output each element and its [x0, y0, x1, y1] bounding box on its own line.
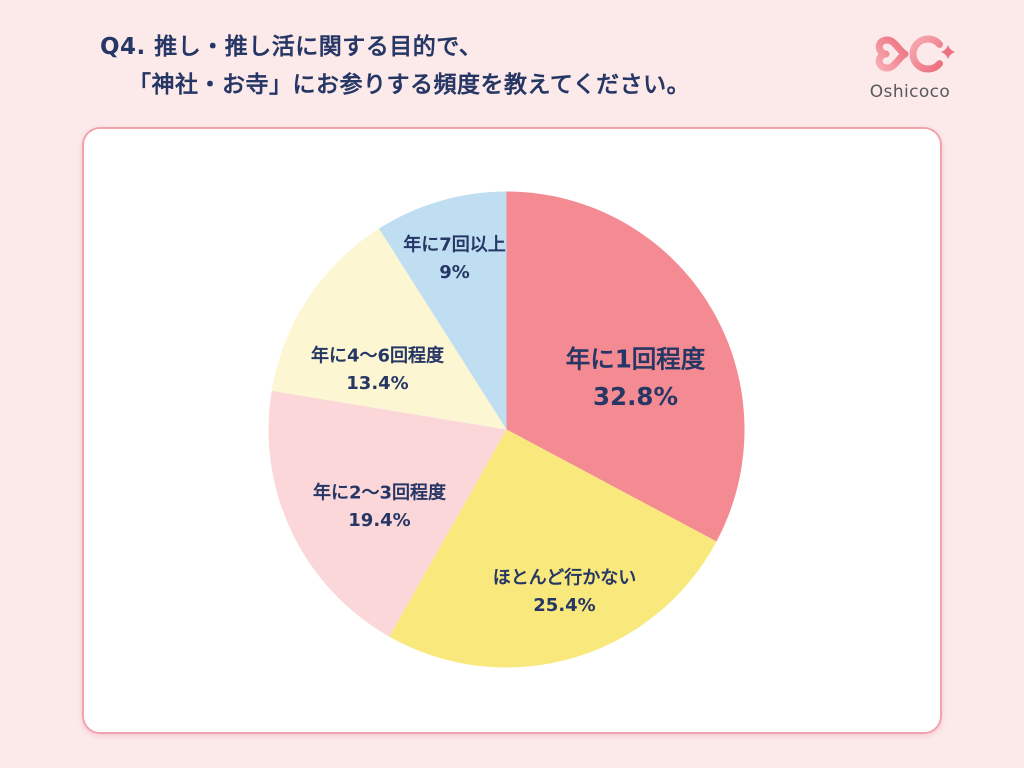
logo-heart-shape — [875, 36, 909, 72]
logo-c-shape — [909, 35, 943, 73]
pie-slice-label-1: ほとんど行かない 25.4% — [493, 566, 636, 615]
pie-slice-label-4: 年に7回以上 9% — [403, 233, 506, 282]
question-title: Q4. 推し・推し活に関する目的で、 「神社・お寺」にお参りする頻度を教えてくだ… — [100, 28, 690, 104]
pie-slice-label-2: 年に2〜3回程度 19.4% — [313, 481, 447, 530]
pie-chart-svg: 年に1回程度 32.8% ほとんど行かない 25.4% 年に2〜3回程度 19.4% 年に4… — [268, 191, 745, 668]
chart-card: 年に1回程度 32.8% ほとんど行かない 25.4% 年に2〜3回程度 19.4% 年に4… — [82, 127, 942, 734]
pie-slice-2 — [268, 390, 507, 637]
pie-slice-label-0: 年に1回程度 32.8% — [566, 345, 706, 411]
oshicoco-logo-icon — [875, 35, 955, 73]
logo-sparkle-icon — [941, 45, 955, 59]
pie-slice-1 — [389, 429, 717, 668]
pie-slice-label-3: 年に4〜6回程度 13.4% — [311, 344, 445, 393]
question-title-line-1: Q4. 推し・推し活に関する目的で、 — [100, 34, 483, 60]
question-title-line-2: 「神社・お寺」にお参りする頻度を教えてください。 — [128, 72, 691, 98]
logo: Oshicoco — [858, 28, 962, 102]
pie-slice-3 — [271, 228, 507, 430]
pie-slice-0 — [506, 191, 745, 542]
pie-slice-4 — [378, 191, 507, 430]
logo-text: Oshicoco — [869, 82, 951, 102]
